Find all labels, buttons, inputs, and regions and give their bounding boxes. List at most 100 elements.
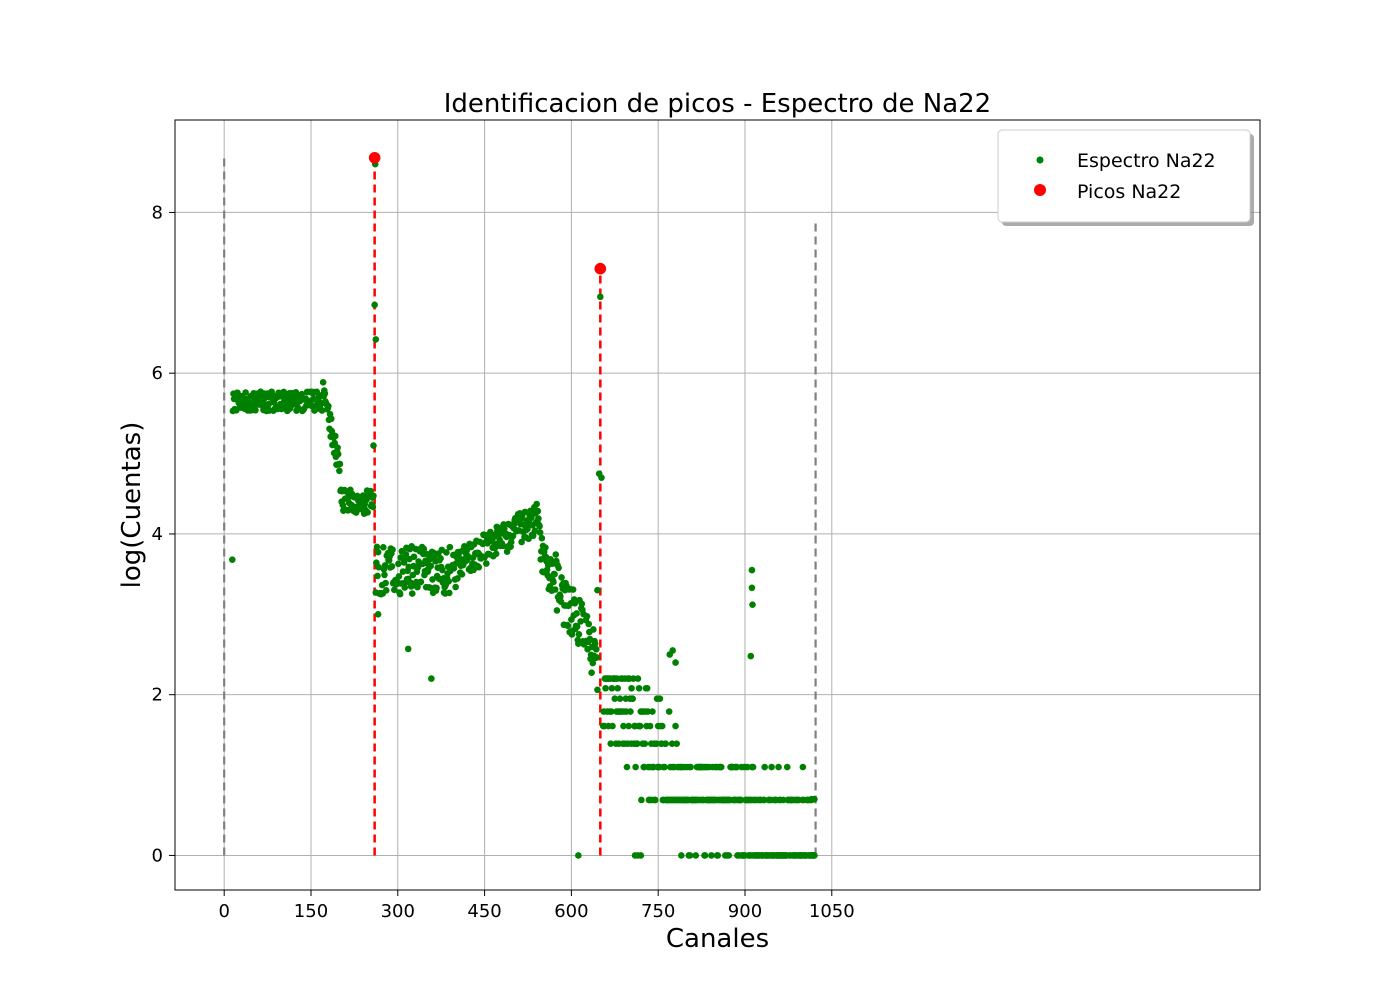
x-tick-label: 450 bbox=[467, 901, 501, 922]
spectrum-point bbox=[414, 564, 422, 571]
spectrum-point bbox=[589, 659, 597, 667]
spectrum-point bbox=[725, 852, 733, 859]
spectrum-point bbox=[374, 548, 382, 556]
spectrum-point bbox=[641, 740, 649, 748]
spectrum-point bbox=[744, 763, 751, 771]
spectrum-point bbox=[809, 852, 817, 859]
spectrum-point bbox=[458, 571, 466, 578]
spectrum-point bbox=[538, 534, 546, 542]
spectrum-point bbox=[518, 538, 525, 546]
spectrum-point bbox=[673, 740, 681, 748]
spectrum-point bbox=[761, 763, 768, 771]
spectrum-point bbox=[569, 586, 577, 593]
vertical-lines bbox=[223, 156, 817, 856]
spectrum-point bbox=[653, 740, 660, 748]
spectrum-point bbox=[636, 722, 644, 730]
spectrum-point bbox=[427, 562, 435, 570]
y-tick-label: 4 bbox=[152, 524, 163, 545]
y-tick-label: 2 bbox=[152, 685, 163, 706]
spectrum-point bbox=[294, 403, 301, 411]
spectrum-point bbox=[557, 593, 564, 601]
spectrum-point bbox=[585, 620, 593, 628]
spectrum-point bbox=[336, 460, 344, 468]
spectrum-point bbox=[649, 708, 656, 715]
spectrum-point bbox=[334, 450, 342, 458]
spectrum-point bbox=[775, 763, 782, 771]
spectrum-point bbox=[374, 611, 382, 618]
spectrum-point bbox=[367, 487, 374, 495]
spectrum-point bbox=[620, 722, 627, 730]
spectrum-point bbox=[672, 659, 679, 666]
legend-marker-picos bbox=[1034, 184, 1046, 196]
spectrum-point bbox=[627, 708, 634, 715]
spectrum-point bbox=[381, 562, 389, 569]
spectrum-point bbox=[381, 571, 388, 579]
peak-point bbox=[594, 262, 607, 275]
spectrum-point bbox=[583, 613, 591, 620]
spectrum-point bbox=[661, 763, 668, 771]
spectrum-point bbox=[492, 550, 500, 558]
spectrum-point bbox=[420, 545, 428, 553]
spectrum-point bbox=[747, 652, 755, 660]
spectrum-point bbox=[321, 390, 329, 397]
legend-marker-espectro bbox=[1036, 156, 1044, 164]
spectrum-point bbox=[634, 675, 642, 682]
spectrum-point bbox=[327, 415, 335, 423]
spectrum-point bbox=[678, 852, 685, 859]
spectrum-point bbox=[644, 708, 652, 715]
spectrum-point bbox=[551, 586, 559, 593]
spectrum-point bbox=[533, 500, 540, 508]
spectrum-point bbox=[749, 601, 756, 608]
spectrum-point bbox=[452, 583, 459, 591]
spectrum-point bbox=[551, 570, 558, 578]
grid bbox=[175, 120, 1260, 890]
spectrum-point bbox=[552, 551, 560, 558]
spectrum-point bbox=[768, 763, 775, 771]
spectrum-point bbox=[714, 852, 722, 859]
spectrum-point bbox=[428, 675, 435, 682]
spectrum-point bbox=[776, 852, 784, 859]
spectrum-point bbox=[402, 551, 410, 558]
spectrum-point bbox=[396, 590, 404, 598]
spectrum-point bbox=[666, 651, 674, 658]
spectrum-points bbox=[228, 160, 818, 859]
spectrum-point bbox=[656, 695, 664, 703]
spectrum-point bbox=[717, 763, 725, 771]
spectrum-point bbox=[779, 796, 787, 804]
spectrum-point bbox=[450, 564, 458, 572]
spectrum-point bbox=[608, 684, 616, 692]
spectrum-point bbox=[443, 549, 450, 556]
spectrum-point bbox=[668, 740, 676, 748]
spectrum-point bbox=[616, 695, 624, 703]
spectrum-point bbox=[760, 796, 768, 804]
spectrum-point bbox=[591, 640, 599, 648]
spectrum-point bbox=[410, 553, 418, 561]
spectrum-point bbox=[542, 544, 549, 551]
spectrum-point bbox=[433, 584, 440, 592]
spectrum-point bbox=[558, 574, 565, 581]
spectrum-point bbox=[658, 722, 666, 730]
spectrum-point bbox=[228, 556, 236, 563]
x-tick-label: 150 bbox=[294, 901, 328, 922]
spectrum-point bbox=[370, 442, 377, 449]
spectrum-point bbox=[475, 563, 483, 571]
spectrum-point bbox=[483, 560, 490, 567]
spectrum-point bbox=[331, 432, 339, 440]
spectrum-point bbox=[334, 444, 341, 451]
spectrum-point bbox=[382, 579, 389, 587]
y-axis-title: log(Cuentas) bbox=[117, 422, 147, 589]
spectrum-point bbox=[575, 630, 583, 638]
spectrum-point bbox=[607, 740, 615, 748]
x-tick-label: 0 bbox=[218, 901, 229, 922]
spectrum-point bbox=[395, 560, 402, 568]
spectrum-point bbox=[395, 573, 403, 580]
spectrum-point bbox=[573, 623, 581, 630]
spectrum-point bbox=[611, 695, 619, 703]
spectrum-point bbox=[417, 578, 425, 586]
legend-label-picos: Picos Na22 bbox=[1077, 181, 1181, 203]
spectrum-point bbox=[429, 576, 436, 583]
spectrum-point bbox=[298, 390, 306, 398]
spectrum-point bbox=[437, 555, 444, 562]
spectrum-point bbox=[594, 586, 601, 594]
peak-markers bbox=[368, 151, 607, 275]
